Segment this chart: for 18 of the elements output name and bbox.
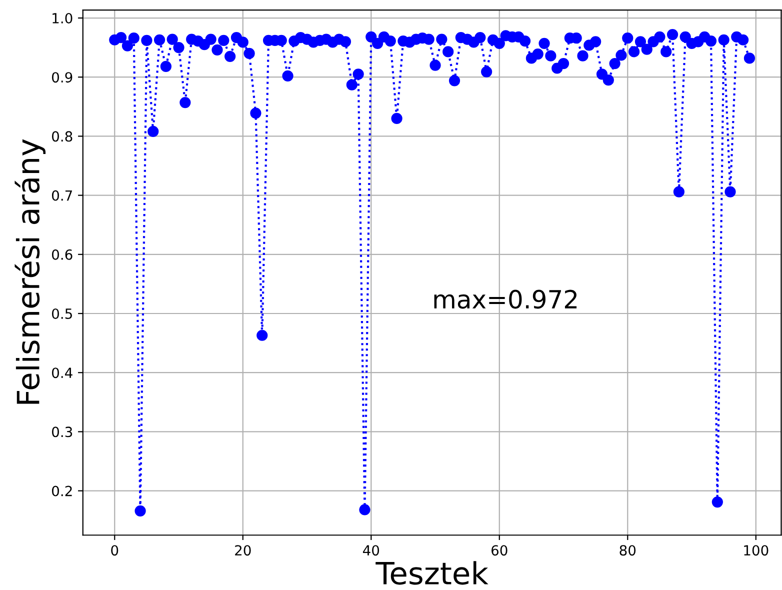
- x-tick-label: 60: [492, 545, 508, 556]
- y-tick-label: 0.4: [52, 368, 72, 378]
- x-axis-title: Tesztek: [376, 561, 488, 585]
- x-tick-label: 80: [620, 545, 636, 556]
- x-tick-label: 40: [362, 545, 380, 556]
- x-tick-label: 100: [744, 545, 768, 556]
- y-axis-title: Felismerési arány: [14, 139, 46, 404]
- y-tick-label: 0.8: [52, 131, 72, 142]
- y-tick-label: 0.5: [52, 308, 72, 319]
- annotation: max=0.972: [434, 290, 577, 309]
- y-tick-label: 0.6: [52, 249, 72, 260]
- x-tick-label: 20: [235, 545, 251, 556]
- y-tick-label: 0.2: [52, 486, 72, 496]
- y-tick-label: 0.3: [52, 426, 72, 438]
- y-tick-label: 0.9: [52, 72, 72, 83]
- y-tick-label: 1.0: [52, 12, 72, 24]
- x-tick-label: 0: [111, 545, 118, 556]
- y-tick-label: 0.7: [52, 190, 72, 201]
